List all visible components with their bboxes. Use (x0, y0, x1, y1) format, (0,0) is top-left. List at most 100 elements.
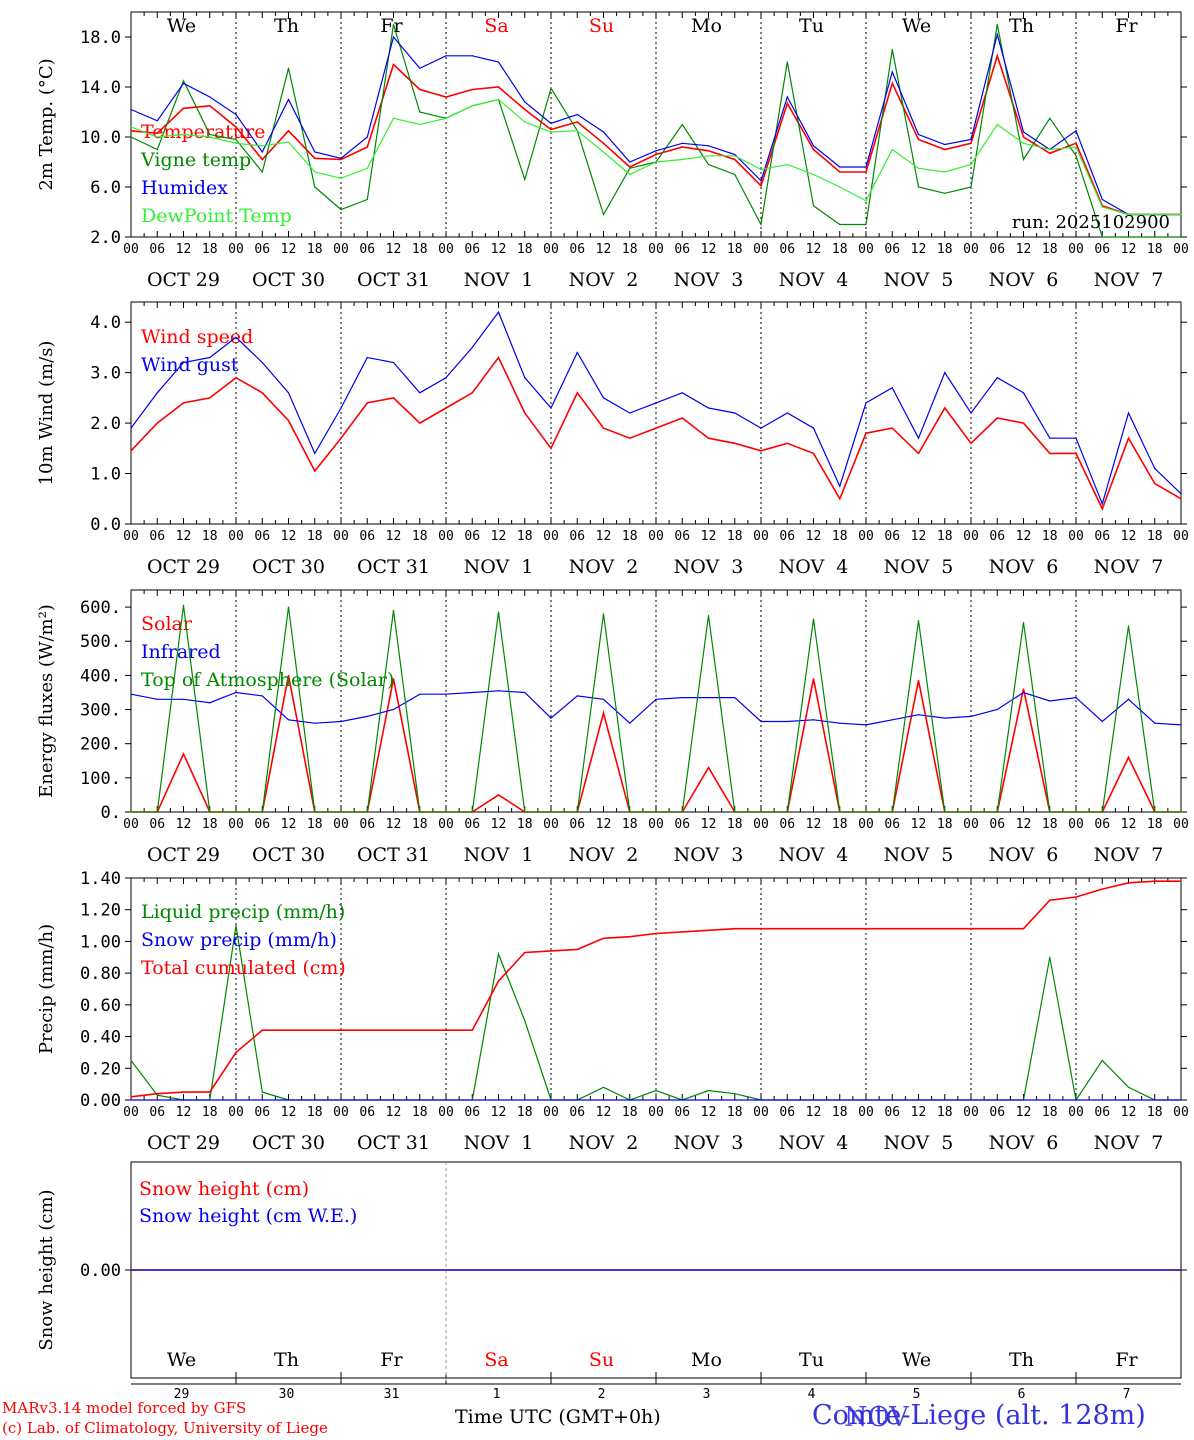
date-label: NOV 7 (1094, 556, 1164, 578)
date-label: OCT 29 (147, 1132, 220, 1154)
data-point (419, 392, 421, 394)
data-point (1154, 1099, 1156, 1101)
x-tick-label: 12 (491, 817, 507, 832)
weekday-label: Mo (691, 15, 722, 37)
data-point (1022, 158, 1025, 161)
x-tick-label: 00 (123, 1105, 139, 1120)
legend-entry: Infrared (141, 641, 221, 663)
data-point (182, 402, 185, 404)
x-tick-label: 12 (1016, 817, 1032, 832)
x-tick-label: 00 (123, 529, 139, 544)
x-tick-label: 18 (832, 529, 848, 544)
legend-entry: Snow precip (mm/h) (141, 929, 337, 951)
date-label: OCT 31 (357, 556, 430, 578)
weekday-label: Su (589, 1349, 614, 1371)
x-tick-label: 00 (543, 1105, 559, 1120)
data-point (865, 724, 867, 726)
data-point (524, 101, 526, 103)
data-point (182, 80, 185, 82)
y-tick-label: 6.0 (90, 178, 121, 198)
data-point (261, 695, 263, 697)
x-tick-label: 18 (937, 817, 953, 832)
data-point (287, 719, 290, 721)
x-tick-label: 00 (1173, 817, 1189, 832)
data-point (261, 145, 263, 147)
data-point (734, 1099, 736, 1101)
data-point (366, 136, 368, 138)
data-point (760, 811, 762, 813)
data-point (865, 200, 867, 202)
data-point (602, 712, 605, 714)
x-tick-label: 06 (779, 1105, 795, 1120)
data-point (392, 1029, 395, 1031)
x-tick-label: 18 (1042, 817, 1058, 832)
y-tick-label: 0.20 (80, 1059, 121, 1079)
data-point (944, 811, 946, 813)
x-tick-label: 06 (254, 242, 270, 257)
x-tick-label: 18 (412, 817, 428, 832)
data-point (707, 145, 710, 147)
data-point (944, 148, 946, 151)
data-point (865, 928, 867, 930)
y-tick-label: 14.0 (80, 78, 121, 98)
data-point (576, 351, 578, 354)
date-label: NOV 4 (779, 269, 849, 291)
data-point (156, 148, 158, 151)
data-point (471, 691, 473, 694)
data-point (261, 171, 263, 173)
x-tick-label: 00 (1068, 529, 1084, 544)
x-tick-label: 06 (989, 817, 1005, 832)
data-point (760, 450, 762, 452)
date-label: OCT 31 (357, 1132, 430, 1154)
data-point (917, 437, 920, 439)
data-point (865, 166, 867, 168)
data-point (760, 928, 762, 930)
x-tick-label: 06 (359, 242, 375, 257)
date-label: NOV 7 (1094, 269, 1164, 291)
data-point (786, 163, 788, 166)
weekday-label: Tu (799, 1349, 824, 1371)
data-point (812, 205, 815, 207)
data-point (235, 138, 237, 141)
data-point (786, 412, 788, 414)
data-point (602, 1086, 605, 1088)
data-point (130, 126, 132, 128)
data-point (629, 1099, 631, 1101)
x-tick-label: 00 (1068, 1105, 1084, 1120)
x-tick-label: 12 (1121, 817, 1137, 832)
x-tick-label: 18 (832, 242, 848, 257)
data-point (550, 950, 552, 952)
data-point (681, 811, 683, 813)
data-point (497, 356, 500, 359)
data-point (1101, 508, 1103, 510)
x-tick-label: 12 (386, 242, 402, 257)
date-label: NOV 3 (674, 844, 744, 866)
x-tick-label: 18 (727, 242, 743, 257)
x-tick-label: 12 (1016, 529, 1032, 544)
data-point (812, 719, 815, 721)
data-point (839, 166, 841, 168)
x-tick-label: 06 (254, 529, 270, 544)
x-tick-label: 06 (779, 817, 795, 832)
x-tick-label: 18 (727, 817, 743, 832)
data-point (839, 811, 841, 813)
data-point (1022, 688, 1025, 690)
data-point (865, 1099, 867, 1101)
data-point (786, 720, 788, 723)
x-tick-label: 00 (1173, 529, 1189, 544)
date-label: NOV 1 (464, 844, 534, 866)
day-number-label: 7 (1123, 1387, 1131, 1402)
x-tick-label: 00 (753, 529, 769, 544)
data-point (839, 722, 841, 724)
weekday-label: Fr (1115, 1349, 1138, 1371)
data-point (812, 452, 815, 454)
day-number-label: 5 (913, 1387, 921, 1402)
data-point (524, 1099, 526, 1101)
data-point (786, 811, 788, 813)
data-point (681, 123, 683, 126)
data-point (1075, 811, 1077, 813)
data-point (1075, 437, 1077, 439)
date-label: OCT 30 (252, 556, 325, 578)
date-label: NOV 1 (464, 1132, 534, 1154)
data-point (1127, 236, 1130, 238)
